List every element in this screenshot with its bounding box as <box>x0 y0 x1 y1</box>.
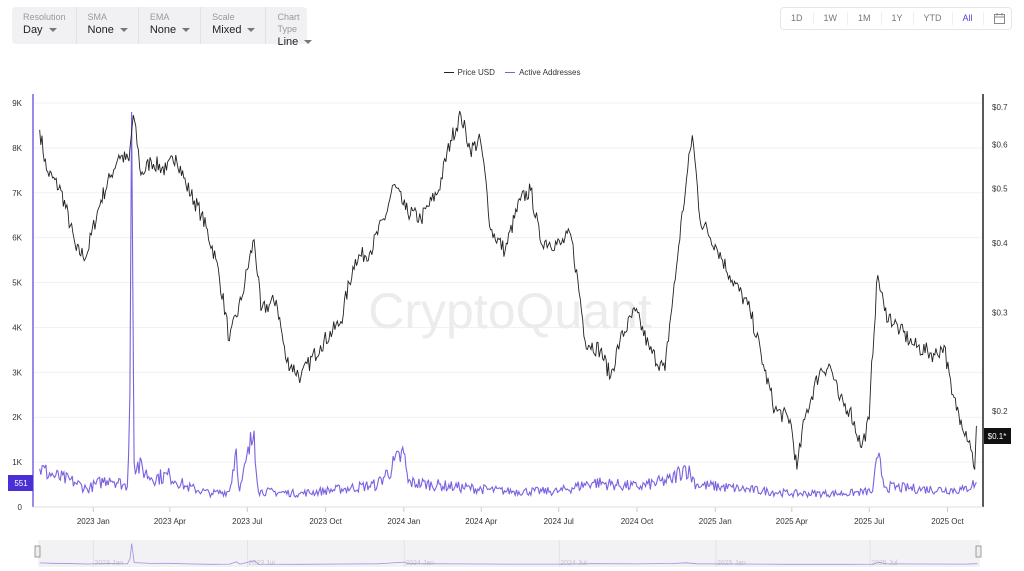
x-axis-tick-label: 2024 Jul <box>544 517 574 526</box>
left-axis-tick-label: 4K <box>12 323 22 332</box>
left-axis-tick-label: 1K <box>12 458 22 467</box>
resolution-value: Day <box>23 24 43 36</box>
navigator-label: 2023 Jul <box>249 560 276 567</box>
resolution-dropdown[interactable]: Resolution Day <box>12 7 77 44</box>
watermark: CryptoQuant <box>368 283 652 339</box>
x-axis-tick-label: 2023 Apr <box>154 517 186 526</box>
navigator-label: 2024 Jul <box>560 560 587 567</box>
navigator-series-line <box>39 543 978 565</box>
chevron-down-icon <box>304 40 313 45</box>
x-axis-tick-label: 2024 Oct <box>621 517 654 526</box>
right-axis-tick-label: $0.4 <box>992 239 1008 248</box>
left-axis-tick-label: 7K <box>12 189 22 198</box>
ema-label: EMA <box>149 12 170 22</box>
x-axis-tick-label: 2025 Apr <box>776 517 808 526</box>
right-axis-tick-label: $0.7 <box>992 103 1008 112</box>
range-1w-button[interactable]: 1W <box>814 12 849 25</box>
scale-dropdown[interactable]: Scale Mixed <box>201 7 267 44</box>
left-axis-tick-label: 9K <box>12 99 22 108</box>
chevron-down-icon <box>48 28 57 33</box>
right-axis-tick-label: $0.3 <box>992 309 1008 318</box>
right-axis-tick-label: $0.5 <box>992 185 1008 194</box>
current-active-badge <box>8 475 33 491</box>
active-addresses-line <box>39 111 977 499</box>
x-axis-tick-label: 2025 Oct <box>931 517 964 526</box>
x-axis-tick-label: 2025 Jan <box>699 517 732 526</box>
chevron-down-icon <box>119 28 128 33</box>
calendar-icon[interactable] <box>984 13 1015 24</box>
chevron-down-icon <box>182 28 191 33</box>
x-axis-tick-label: 2023 Jul <box>232 517 262 526</box>
range-1d-button[interactable]: 1D <box>781 12 814 25</box>
navigator-right-handle[interactable] <box>975 545 982 558</box>
x-axis-tick-label: 2025 Jul <box>854 517 884 526</box>
range-ytd-button[interactable]: YTD <box>914 12 953 25</box>
range-1y-button[interactable]: 1Y <box>882 12 914 25</box>
right-axis-tick-label: $0.6 <box>992 140 1008 149</box>
chart-type-label: Chart Type <box>277 12 300 34</box>
resolution-label: Resolution <box>23 12 66 22</box>
time-range-selector: 1D 1W 1M 1Y YTD All <box>780 7 1012 30</box>
ema-dropdown[interactable]: EMA None <box>139 7 202 44</box>
left-axis-tick-label: 2K <box>12 413 22 422</box>
chart-type-dropdown[interactable]: Chart Type Line <box>266 7 322 48</box>
navigator-label: 2025 Jan <box>717 560 746 567</box>
x-axis-tick-label: 2024 Apr <box>465 517 497 526</box>
navigator-background <box>38 540 980 567</box>
left-axis-tick-label: 6K <box>12 234 22 243</box>
x-axis-tick-label: 2023 Oct <box>309 517 342 526</box>
left-axis-tick-label: 0 <box>18 503 23 512</box>
navigator-left-handle[interactable] <box>34 545 41 558</box>
scale-label: Scale <box>212 12 235 22</box>
left-axis-tick-label: 3K <box>12 368 22 377</box>
current-active-value: 551 <box>14 479 28 488</box>
legend-active-label: Active Addresses <box>519 67 581 77</box>
right-axis-tick-label: $0.2 <box>992 407 1008 416</box>
left-axis-tick-label: 8K <box>12 144 22 153</box>
sma-dropdown[interactable]: SMA None <box>77 7 139 44</box>
range-1m-button[interactable]: 1M <box>848 12 882 25</box>
chevron-down-icon <box>247 28 256 33</box>
legend-price-label: Price USD <box>457 67 495 77</box>
legend-item-price[interactable]: Price USD <box>443 67 495 77</box>
range-all-button[interactable]: All <box>953 12 984 25</box>
current-price-value: $0.1* <box>988 432 1007 441</box>
x-axis-tick-label: 2023 Jan <box>77 517 110 526</box>
current-price-badge <box>984 428 1011 444</box>
x-axis-tick-label: 2024 Jan <box>387 517 420 526</box>
chart-settings-toolbar: Resolution Day SMA None EMA None Scale Mixed… <box>12 7 313 48</box>
price-line <box>39 110 977 470</box>
sma-value: None <box>87 24 114 36</box>
chart-legend: Price USD Active Addresses <box>0 66 1024 77</box>
scale-value: Mixed <box>212 24 242 36</box>
legend-item-active-addresses[interactable]: Active Addresses <box>505 68 580 77</box>
left-axis-tick-label: 5K <box>12 279 22 288</box>
ema-value: None <box>149 24 177 36</box>
sma-label: SMA <box>87 12 108 22</box>
chart-type-value: Line <box>277 36 299 48</box>
